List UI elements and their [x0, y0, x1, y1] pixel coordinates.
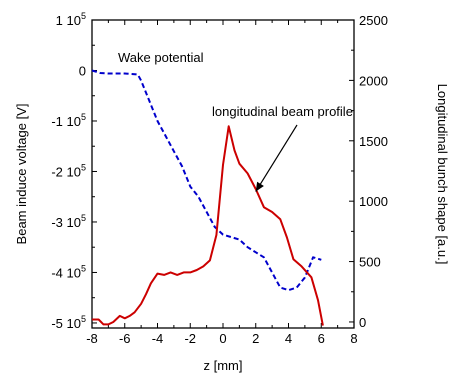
y-right-tick-label: 500 [359, 255, 381, 270]
x-tick-label: -8 [86, 331, 98, 346]
y-axis-left-label: Beam induce voltage [V] [14, 104, 29, 245]
x-tick-label: -2 [184, 331, 196, 346]
y-left-tick-label: 1 105 [56, 11, 86, 28]
x-tick-label: 4 [285, 331, 292, 346]
y-right-tick-label: 1500 [359, 134, 388, 149]
arrow-head [255, 181, 264, 192]
y-axis-right-label: Longitudinal bunch shape [a.u.] [435, 84, 450, 265]
y-left-tick-label: -4 105 [51, 263, 86, 280]
x-tick-label: 0 [219, 331, 226, 346]
x-tick-label: 6 [318, 331, 325, 346]
x-tick-label: 8 [350, 331, 357, 346]
axis-labels: z [mm] Beam induce voltage [V] Longitudi… [14, 50, 450, 373]
x-tick-label: 2 [252, 331, 259, 346]
y-left-tick-label: -2 105 [51, 162, 86, 179]
x-axis-label: z [mm] [204, 358, 243, 373]
beam-profile-line [92, 125, 324, 326]
y-right-tick-label: 0 [359, 315, 366, 330]
annotation-arrow [255, 124, 298, 192]
series-group [91, 69, 324, 326]
wake-potential-annotation: Wake potential [118, 50, 204, 65]
x-tick-label: -4 [152, 331, 164, 346]
y-right-tick-label: 1000 [359, 194, 388, 209]
y-right-tick-label: 2000 [359, 73, 388, 88]
y-left-tick-label: -3 105 [51, 213, 86, 230]
ticks: -8 -6 -4 -2 0 2 4 6 8 1 105 0 -1 105 -2 105 -3 105 -4 … [51, 11, 388, 346]
y-left-tick-label: 0 [79, 63, 86, 78]
x-tick-label: -6 [119, 331, 131, 346]
beam-profile-annotation: longitudinal beam profile [212, 104, 353, 119]
y-left-tick-label: -5 105 [51, 314, 86, 331]
y-left-tick-label: -1 105 [51, 112, 86, 129]
arrow-shaft [255, 124, 298, 192]
wake-potential-line [91, 69, 322, 292]
y-right-tick-label: 2500 [359, 13, 388, 28]
